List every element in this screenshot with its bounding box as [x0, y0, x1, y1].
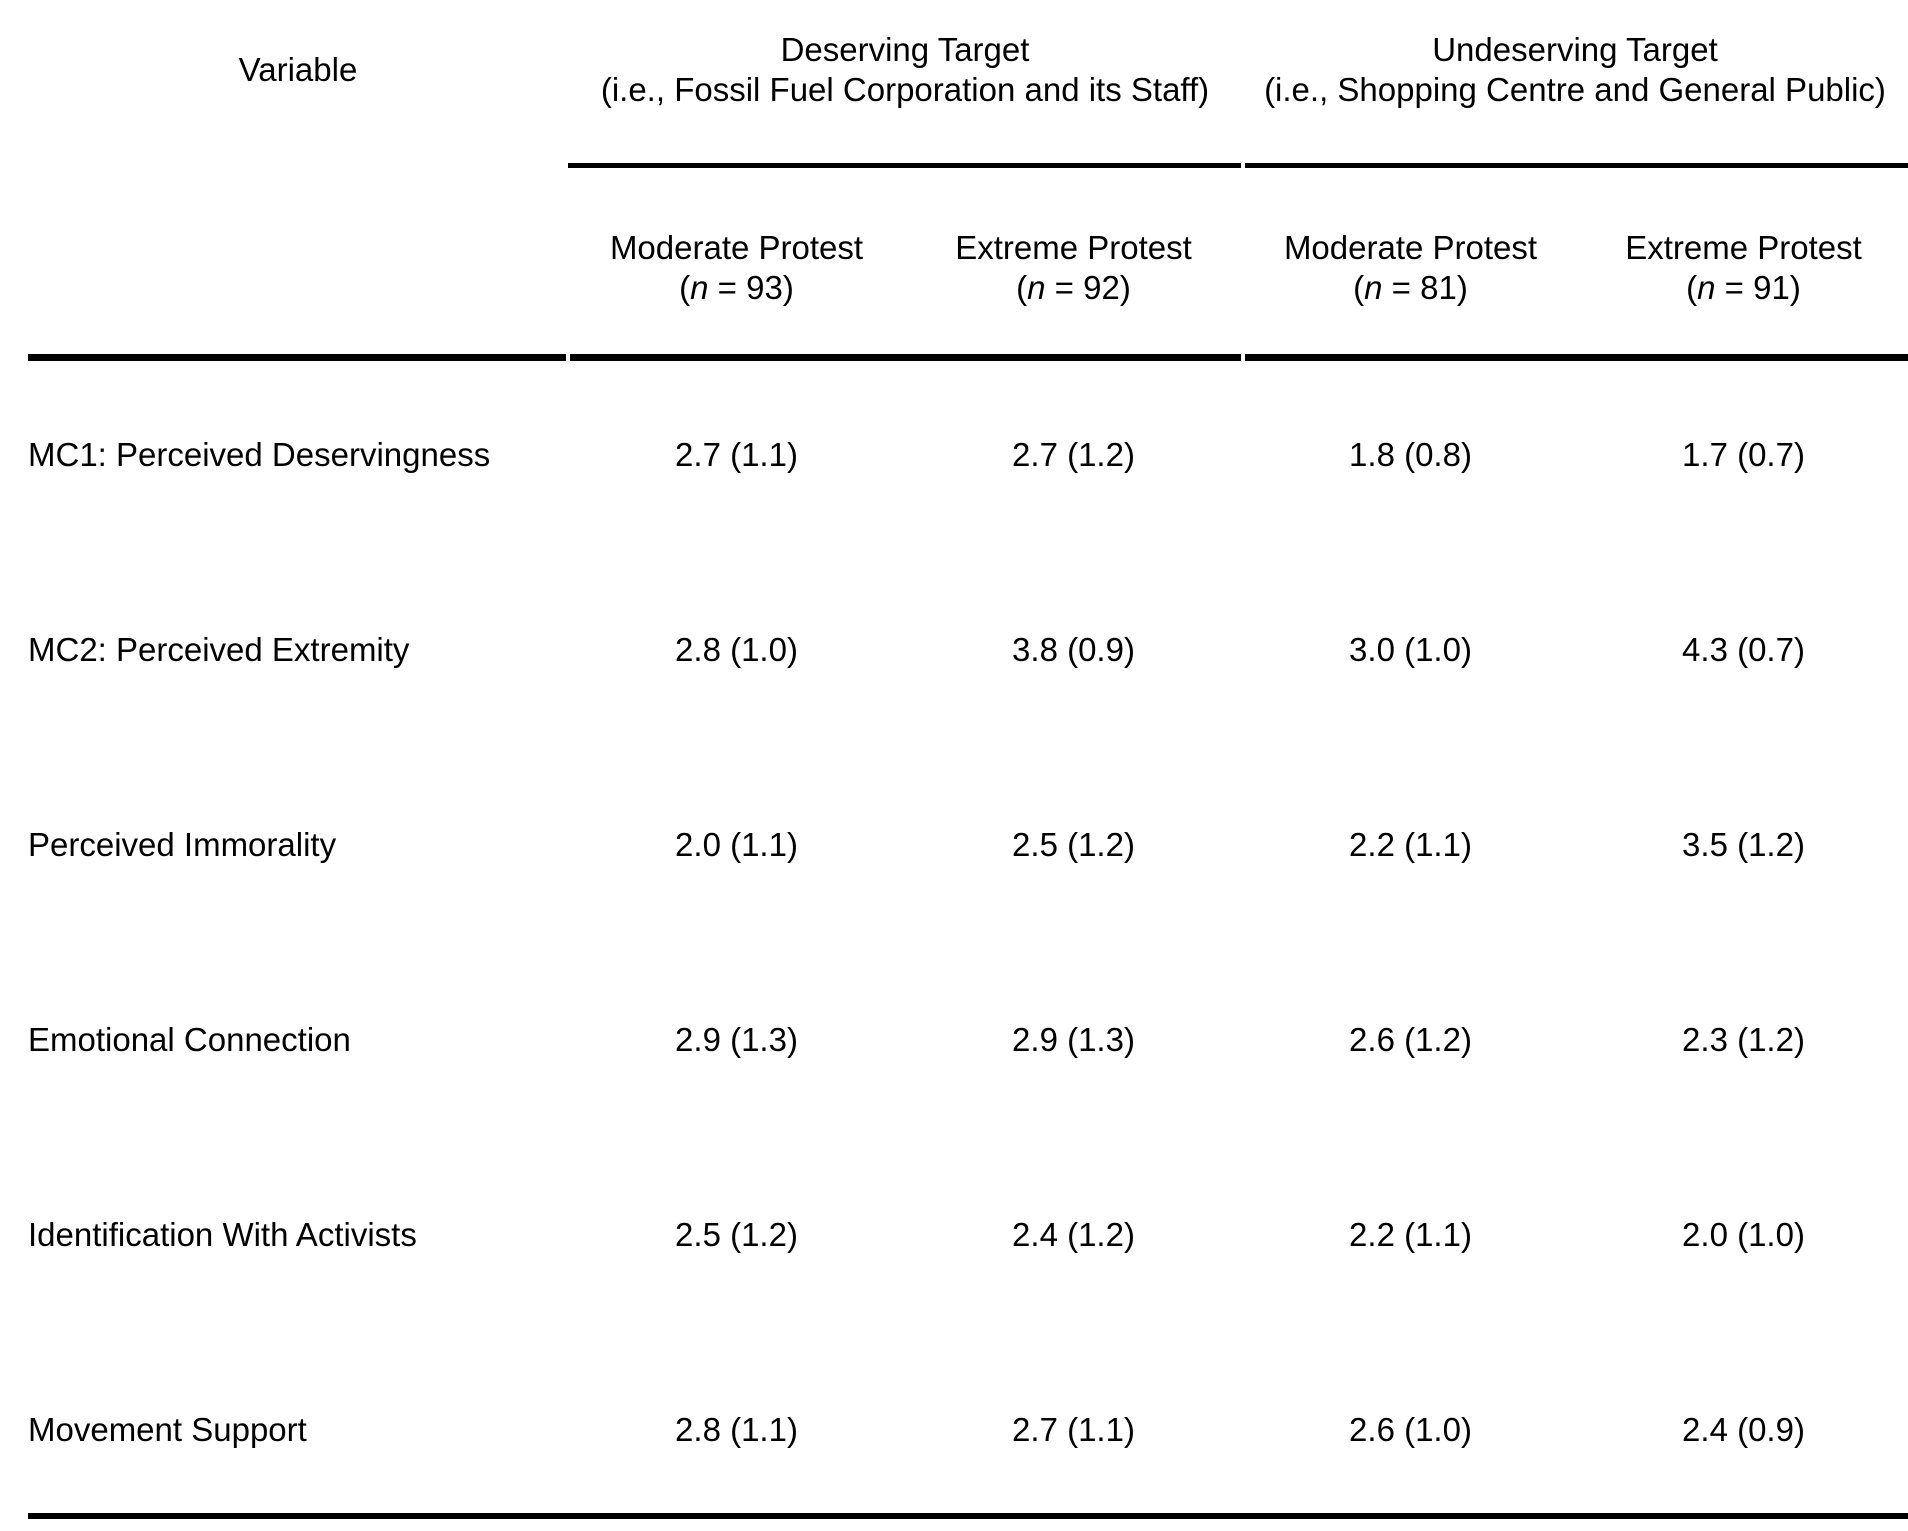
- row-label: Identification With Activists: [28, 1216, 417, 1253]
- row-label: Emotional Connection: [28, 1021, 351, 1058]
- cell-r4-c3: 2.0 (1.0): [1682, 1216, 1805, 1253]
- subcolumn-header-moderate-deserving: Moderate Protest (n = 93): [568, 228, 905, 308]
- row-label: Perceived Immorality: [28, 826, 337, 863]
- cell-r0-c2: 1.8 (0.8): [1349, 436, 1472, 473]
- cell-r5-c0: 2.8 (1.1): [675, 1411, 798, 1448]
- group-header-undeserving-line1: Undeserving Target: [1432, 31, 1718, 68]
- subcolumn-n-count: (n = 92): [1016, 269, 1131, 306]
- cell-r2-c3: 3.5 (1.2): [1682, 826, 1805, 863]
- subcolumn-label: Moderate Protest: [1283, 229, 1538, 266]
- cell-r3-c0: 2.9 (1.3): [675, 1021, 798, 1058]
- header-rule-left-segment: [28, 354, 566, 361]
- group-header-undeserving: Undeserving Target (i.e., Shopping Centr…: [1242, 30, 1908, 110]
- cell-r0-c0: 2.7 (1.1): [675, 436, 798, 473]
- group-header-deserving-line2: (i.e., Fossil Fuel Corporation and its S…: [600, 71, 1210, 108]
- cell-r2-c2: 2.2 (1.1): [1349, 826, 1472, 863]
- cell-r2-c0: 2.0 (1.1): [675, 826, 798, 863]
- header-rule-middle-segment: [570, 354, 1241, 361]
- subcolumn-header-moderate-undeserving: Moderate Protest (n = 81): [1242, 228, 1579, 308]
- subcolumn-header-extreme-deserving: Extreme Protest (n = 92): [905, 228, 1242, 308]
- cell-r5-c3: 2.4 (0.9): [1682, 1411, 1805, 1448]
- cell-r0-c3: 1.7 (0.7): [1682, 436, 1805, 473]
- cell-r4-c2: 2.2 (1.1): [1349, 1216, 1472, 1253]
- row-label: MC1: Perceived Deservingness: [28, 436, 491, 473]
- subcolumn-label: Extreme Protest: [1625, 229, 1862, 266]
- group-header-deserving: Deserving Target (i.e., Fossil Fuel Corp…: [568, 30, 1242, 110]
- cell-r1-c1: 3.8 (0.9): [1012, 631, 1135, 668]
- cell-r3-c1: 2.9 (1.3): [1012, 1021, 1135, 1058]
- cell-r1-c0: 2.8 (1.0): [675, 631, 798, 668]
- cell-r3-c2: 2.6 (1.2): [1349, 1021, 1472, 1058]
- group-header-undeserving-line2: (i.e., Shopping Centre and General Publi…: [1264, 71, 1886, 108]
- cell-r0-c1: 2.7 (1.2): [1012, 436, 1135, 473]
- cell-r4-c1: 2.4 (1.2): [1012, 1216, 1135, 1253]
- cell-r1-c3: 4.3 (0.7): [1682, 631, 1805, 668]
- column-header-variable: Variable: [238, 51, 358, 88]
- subcolumn-n-count: (n = 81): [1353, 269, 1468, 306]
- cell-r5-c1: 2.7 (1.1): [1012, 1411, 1135, 1448]
- cell-r1-c2: 3.0 (1.0): [1349, 631, 1472, 668]
- header-rule-right-segment: [1245, 354, 1908, 361]
- subcolumn-label: Moderate Protest: [609, 229, 864, 266]
- subcolumn-n-count: (n = 91): [1686, 269, 1801, 306]
- cell-r2-c1: 2.5 (1.2): [1012, 826, 1135, 863]
- subcolumn-n-count: (n = 93): [679, 269, 794, 306]
- row-label: MC2: Perceived Extremity: [28, 631, 410, 668]
- cell-r3-c3: 2.3 (1.2): [1682, 1021, 1805, 1058]
- bottom-rule: [28, 1513, 1908, 1519]
- row-label: Movement Support: [28, 1411, 307, 1448]
- subcolumn-header-extreme-undeserving: Extreme Protest (n = 91): [1579, 228, 1908, 308]
- cell-r4-c0: 2.5 (1.2): [675, 1216, 798, 1253]
- group-header-deserving-line1: Deserving Target: [780, 31, 1030, 68]
- cell-r5-c2: 2.6 (1.0): [1349, 1411, 1472, 1448]
- subcolumn-label: Extreme Protest: [955, 229, 1192, 266]
- spanner-rule-undeserving: [1245, 163, 1908, 168]
- spanner-rule-deserving: [568, 163, 1241, 168]
